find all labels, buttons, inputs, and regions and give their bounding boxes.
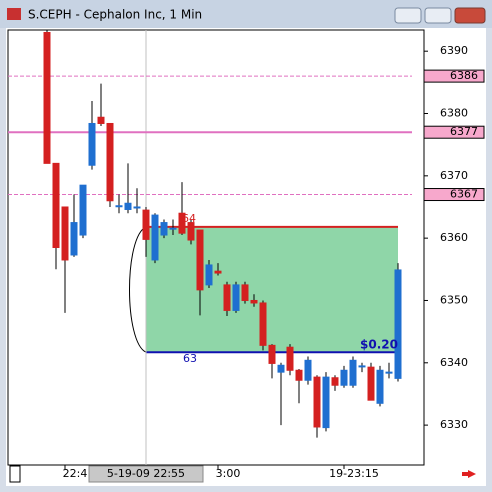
app-icon <box>7 8 21 20</box>
y-tick-label: 6350 <box>440 293 468 306</box>
maximize-button[interactable] <box>424 7 452 24</box>
y-tick-label: 6340 <box>440 356 468 369</box>
candle-body <box>115 205 123 208</box>
candle-body <box>367 366 375 401</box>
minimize-button[interactable] <box>394 7 422 24</box>
candle-body <box>70 222 78 256</box>
candle-body <box>385 371 393 374</box>
candle-body <box>178 212 186 234</box>
y-tick-label: 6370 <box>440 169 468 182</box>
candle-body <box>394 269 402 379</box>
candle-body <box>124 202 132 210</box>
level-label: 6367 <box>450 188 478 201</box>
candle-body <box>223 284 231 311</box>
candle-body <box>313 376 321 428</box>
trade-zone <box>146 226 398 353</box>
candle-body <box>340 369 348 386</box>
cursor-tag <box>88 465 204 483</box>
candle-body <box>97 116 105 124</box>
y-tick-label: 6360 <box>440 231 468 244</box>
candle-body <box>106 122 114 202</box>
candle-body <box>304 359 312 381</box>
candle-body <box>196 229 204 291</box>
level-label: 6386 <box>450 69 478 82</box>
candle-body <box>52 162 60 248</box>
level-tag <box>423 125 485 139</box>
candle-body <box>43 31 51 164</box>
y-tick-label: 6330 <box>440 418 468 431</box>
candle-body <box>151 214 159 261</box>
candle-body <box>259 302 267 346</box>
scroll-arrow[interactable] <box>462 470 476 478</box>
x-tick-label: 3:00 <box>216 467 241 480</box>
x-tick-label: 22:4 <box>63 467 88 480</box>
candle-body <box>61 206 69 261</box>
level-label: 6377 <box>450 125 478 138</box>
candle-body <box>250 299 258 304</box>
candle-body <box>376 369 384 404</box>
profit-label: $0.20 <box>360 338 398 352</box>
candle-body <box>349 359 357 386</box>
candle-body <box>133 206 141 209</box>
candle-body <box>241 284 249 301</box>
candle-body <box>88 122 96 166</box>
exit-label: 63 <box>183 352 197 365</box>
candle-body <box>358 365 366 368</box>
window-title: S.CEPH - Cephalon Inc, 1 Min <box>28 8 202 22</box>
y-tick-label: 6390 <box>440 44 468 57</box>
candle-body <box>331 377 339 386</box>
level-tag <box>423 188 485 202</box>
x-tick-label: 19-23:15 <box>329 467 379 480</box>
candle-body <box>322 376 330 429</box>
candle-body <box>214 270 222 274</box>
candle-body <box>142 209 150 240</box>
candle-body <box>286 346 294 371</box>
candle-body <box>232 284 240 311</box>
entry-label: 64 <box>182 212 196 225</box>
candle-body <box>79 184 87 236</box>
level-tag <box>423 69 485 83</box>
candle-body <box>277 364 285 373</box>
candle-body <box>169 227 177 230</box>
close-button[interactable] <box>454 7 486 24</box>
trade-bracket <box>129 226 147 353</box>
candle-body <box>295 369 303 381</box>
plot-content: 64 63 $0.20 <box>8 30 412 465</box>
candle-body <box>187 222 195 241</box>
cursor-label: 5-19-09 22:55 <box>107 467 185 480</box>
candle-body <box>268 344 276 364</box>
y-tick-label: 6380 <box>440 107 468 120</box>
scroll-handle[interactable] <box>9 465 21 483</box>
candle-body <box>160 222 168 236</box>
candle-body <box>205 264 213 286</box>
